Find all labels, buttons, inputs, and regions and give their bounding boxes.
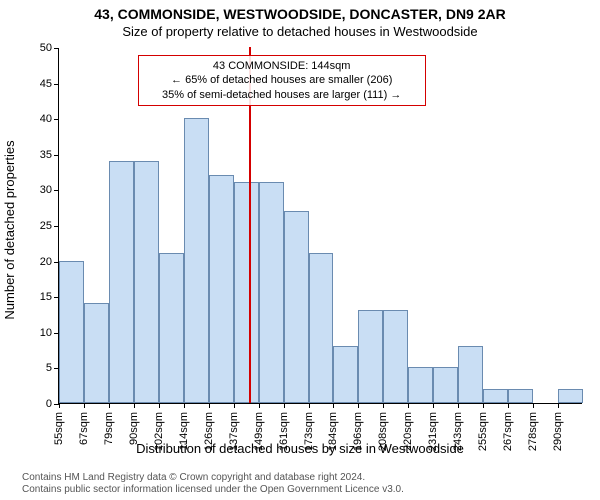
histogram-bar	[234, 182, 259, 403]
y-axis-label: Number of detached properties	[2, 100, 17, 360]
chart-title-main: 43, COMMONSIDE, WESTWOODSIDE, DONCASTER,…	[0, 6, 600, 22]
y-tick-label: 15	[22, 291, 52, 303]
y-tick	[54, 119, 59, 120]
x-tick	[533, 403, 534, 408]
y-tick-label: 30	[22, 184, 52, 196]
x-tick	[333, 403, 334, 408]
histogram-bar	[259, 182, 284, 403]
x-tick	[433, 403, 434, 408]
y-tick-label: 50	[22, 42, 52, 54]
histogram-bar	[333, 346, 358, 403]
histogram-bar	[184, 118, 209, 403]
y-tick	[54, 48, 59, 49]
histogram-bar	[209, 175, 234, 403]
annotation-line: 43 COMMONSIDE: 144sqm	[145, 59, 419, 73]
histogram-bar	[109, 161, 134, 403]
x-tick	[558, 403, 559, 408]
y-tick-label: 40	[22, 113, 52, 125]
y-tick-label: 0	[22, 398, 52, 410]
histogram-bar	[134, 161, 159, 403]
histogram-bar	[84, 303, 109, 403]
histogram-bar	[508, 389, 533, 403]
histogram-bar	[284, 211, 309, 403]
footer-line-2: Contains public sector information licen…	[22, 484, 600, 496]
y-tick	[54, 226, 59, 227]
histogram-bar	[458, 346, 483, 403]
x-tick	[508, 403, 509, 408]
annotation-line: ← 65% of detached houses are smaller (20…	[145, 73, 419, 87]
histogram-bar	[433, 367, 458, 403]
x-tick	[483, 403, 484, 408]
x-tick	[234, 403, 235, 408]
x-tick	[109, 403, 110, 408]
histogram-bar	[408, 367, 433, 403]
y-tick	[54, 368, 59, 369]
x-tick	[284, 403, 285, 408]
x-tick	[184, 403, 185, 408]
y-tick-label: 10	[22, 327, 52, 339]
histogram-bar	[483, 389, 508, 403]
x-tick	[383, 403, 384, 408]
histogram-bar	[358, 310, 383, 403]
x-tick	[209, 403, 210, 408]
histogram-bar	[309, 253, 334, 403]
x-axis-label: Distribution of detached houses by size …	[0, 441, 600, 456]
y-tick	[54, 262, 59, 263]
histogram-bar	[558, 389, 583, 403]
footer-attribution: Contains HM Land Registry data © Crown c…	[0, 472, 600, 496]
y-tick-label: 25	[22, 220, 52, 232]
y-tick	[54, 155, 59, 156]
chart-title-sub: Size of property relative to detached ho…	[0, 24, 600, 39]
y-tick	[54, 84, 59, 85]
x-tick	[408, 403, 409, 408]
x-tick	[458, 403, 459, 408]
y-tick-label: 20	[22, 256, 52, 268]
y-tick	[54, 333, 59, 334]
y-tick-label: 35	[22, 149, 52, 161]
histogram-bar	[383, 310, 408, 403]
x-tick	[259, 403, 260, 408]
plot-area: 0510152025303540455055sqm67sqm79sqm90sqm…	[58, 48, 582, 404]
x-tick	[134, 403, 135, 408]
footer-line-1: Contains HM Land Registry data © Crown c…	[22, 472, 600, 484]
histogram-bar	[59, 261, 84, 403]
x-tick	[59, 403, 60, 408]
x-tick	[159, 403, 160, 408]
y-tick	[54, 190, 59, 191]
y-tick-label: 5	[22, 362, 52, 374]
annotation-box: 43 COMMONSIDE: 144sqm← 65% of detached h…	[138, 55, 426, 106]
x-tick	[84, 403, 85, 408]
x-tick	[309, 403, 310, 408]
annotation-line: 35% of semi-detached houses are larger (…	[145, 88, 419, 102]
chart-container: 43, COMMONSIDE, WESTWOODSIDE, DONCASTER,…	[0, 0, 600, 500]
x-tick	[358, 403, 359, 408]
y-tick	[54, 297, 59, 298]
y-tick-label: 45	[22, 78, 52, 90]
histogram-bar	[159, 253, 184, 403]
